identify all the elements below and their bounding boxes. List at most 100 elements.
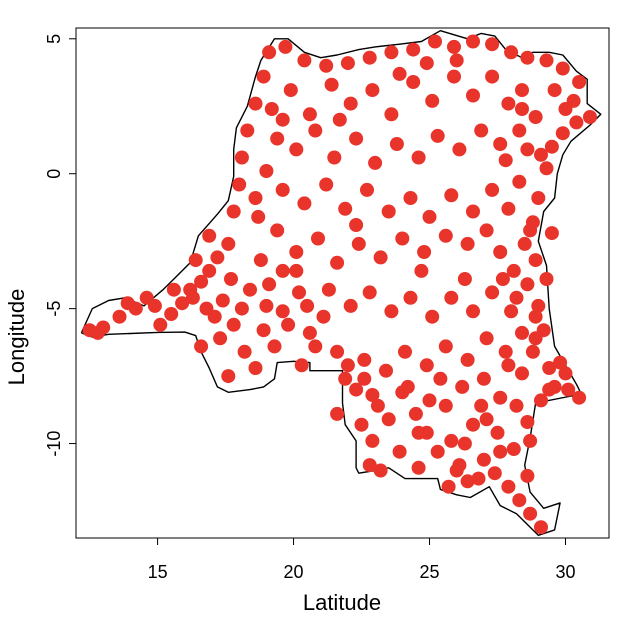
data-point [308,123,323,138]
data-point [558,102,573,116]
data-point [531,191,546,205]
data-point [202,263,217,278]
data-point [498,344,513,359]
data-point [340,358,355,373]
data-point [365,83,380,98]
data-point [275,304,290,319]
data-point [349,131,364,146]
data-point [270,223,285,238]
data-point [243,282,257,297]
data-point [262,45,277,60]
data-point [490,425,505,440]
data-point [506,442,521,456]
data-point [417,245,432,259]
data-point [316,309,331,324]
data-point [221,236,236,251]
data-point [506,263,521,278]
data-point [351,236,366,251]
data-point [357,352,372,367]
y-axis: Longitude 5 0 -5 -10 [4,34,76,457]
data-point [381,204,396,219]
data-point [392,66,407,81]
data-point [520,277,535,292]
data-point [504,304,519,319]
data-point [438,339,453,354]
data-point [520,50,535,65]
data-point [275,263,290,278]
data-point [362,458,377,473]
data-point [479,331,494,346]
data-point [528,331,543,346]
data-point [512,493,527,508]
data-point [330,255,345,270]
data-point [406,75,421,89]
data-point [253,253,268,268]
data-point [267,339,282,354]
data-point [349,218,364,232]
data-point [466,304,480,319]
data-point [493,444,508,459]
data-point [449,463,464,478]
data-point [520,468,535,483]
data-point [498,153,513,168]
data-point [237,344,252,359]
plot-area [80,30,602,536]
data-point [444,433,459,448]
data-point [515,83,529,98]
data-point [471,471,486,486]
data-point [349,382,364,397]
data-point [474,123,489,138]
data-point [147,298,162,313]
data-point [485,182,500,197]
data-point [281,317,296,332]
data-point [539,272,554,286]
data-point [300,298,315,313]
data-point [302,107,317,122]
y-tick-label: -10 [44,431,64,457]
data-point [262,277,277,292]
data-point [523,506,538,521]
data-point [544,139,559,154]
data-point [523,223,538,238]
data-point [384,107,399,122]
data-point [264,102,279,116]
data-point [112,309,127,324]
data-point [370,398,385,413]
data-point [479,223,494,238]
data-point [512,174,527,189]
data-point [542,382,557,397]
data-point [504,45,519,60]
data-point [501,96,516,111]
x-tick-label: 30 [555,562,575,582]
data-point [289,245,304,259]
data-point [194,339,209,354]
data-point [515,366,529,381]
data-point [392,444,407,459]
data-point [447,39,461,54]
data-point [487,466,502,481]
data-point [441,479,456,494]
data-point [422,393,437,408]
data-point [270,131,285,146]
data-point [308,339,323,354]
x-axis: Latitude 15 20 25 30 [148,538,576,615]
data-point [528,253,543,268]
data-point [528,110,543,124]
y-tick-label: 5 [44,34,64,44]
data-point [232,177,247,192]
x-axis-title: Latitude [303,590,381,615]
data-point [501,479,516,494]
data-point [319,58,334,73]
data-point [338,371,353,386]
data-point [411,460,426,475]
data-point [368,155,383,170]
data-point [373,463,388,478]
data-point [572,390,587,405]
data-point [474,398,489,413]
data-point [422,209,437,224]
data-point [555,61,570,76]
data-point [534,520,548,535]
data-point [558,366,573,381]
data-point [297,196,312,211]
data-point [539,53,554,68]
